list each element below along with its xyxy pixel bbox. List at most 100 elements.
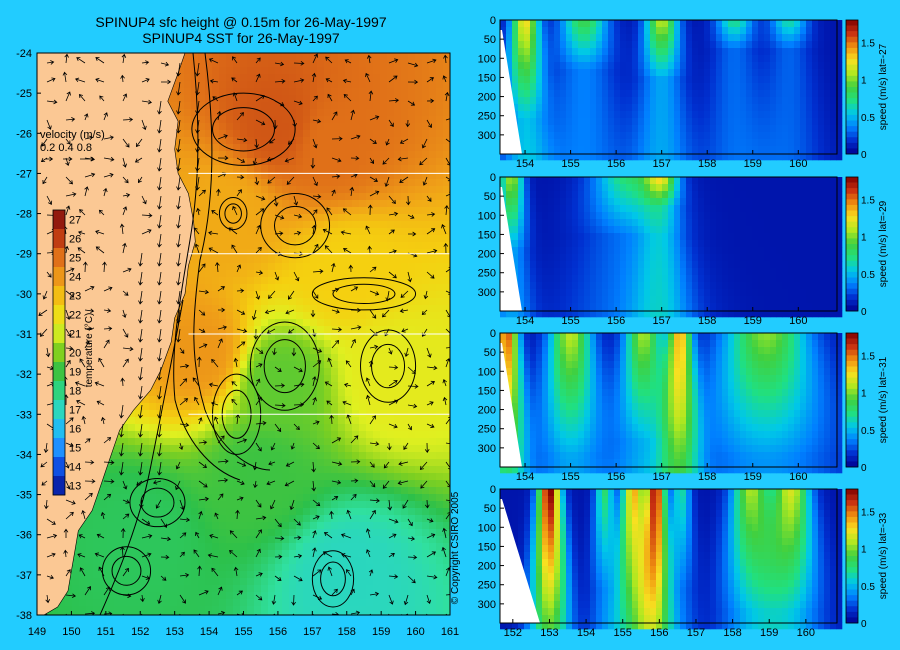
height-contour (101, 546, 152, 596)
speed-colorbar-swatch (846, 59, 858, 65)
velocity-arrow (122, 290, 129, 296)
speed-colorbar-swatch (846, 193, 858, 200)
map-y-tick-label: -35 (16, 490, 32, 502)
section-x-tick-label: 156 (607, 158, 625, 170)
velocity-arrow (46, 99, 58, 105)
velocity-arrow (310, 157, 316, 169)
velocity-arrow (444, 91, 450, 102)
velocity-arrow (368, 360, 374, 368)
velocity-arrow (122, 309, 127, 318)
velocity-arrow (388, 518, 399, 524)
velocity-arrow (157, 423, 162, 438)
speed-colorbar-swatch (846, 338, 858, 345)
section-y-tick-label: 300 (478, 443, 496, 455)
velocity-arrow (350, 134, 361, 140)
section-x-tick-label: 155 (561, 315, 579, 327)
velocity-arrow (99, 95, 105, 102)
velocity-arrow (285, 461, 295, 467)
velocity-arrow (340, 230, 352, 235)
velocity-arrow (176, 328, 181, 343)
velocity-arrow (179, 532, 187, 539)
section-y-tick-label: 200 (478, 249, 496, 261)
velocity-arrow (312, 547, 317, 558)
velocity-arrow (445, 512, 450, 520)
velocity-arrow (426, 423, 435, 429)
speed-colorbar-swatch (846, 411, 858, 418)
speed-colorbar-swatch (846, 567, 858, 574)
velocity-arrow (421, 138, 428, 149)
section-x-tick-label: 157 (687, 627, 705, 639)
velocity-arrow (426, 365, 438, 371)
map-x-tick-label: 157 (303, 626, 321, 638)
velocity-arrow (138, 366, 143, 381)
velocity-arrow (369, 461, 375, 468)
velocity-arrow (179, 517, 191, 523)
velocity-arrow (255, 594, 263, 601)
velocity-arrow (311, 72, 317, 83)
velocity-arrow (331, 262, 336, 273)
velocity-arrow (103, 187, 108, 197)
velocity-arrow (268, 461, 276, 466)
velocity-arrow (407, 366, 416, 374)
speed-colorbar-swatch (846, 360, 858, 367)
speed-colorbar-swatch (846, 20, 858, 26)
velocity-arrow (346, 569, 352, 577)
bathymetry-mask (500, 343, 522, 467)
section-x-tick-label: 160 (797, 627, 815, 639)
velocity-arrow (422, 176, 428, 186)
velocity-arrow (254, 138, 259, 149)
speed-colorbar-swatch (846, 92, 858, 99)
velocity-arrow (255, 396, 262, 406)
height-contour (311, 550, 355, 608)
velocity-arrow (272, 119, 278, 130)
velocity-arrow (369, 480, 376, 488)
velocity-arrow (312, 515, 320, 520)
velocity-arrow (232, 205, 238, 216)
velocity-arrow (274, 231, 284, 236)
velocity-arrow (255, 270, 264, 275)
map-y-tick-label: -33 (16, 409, 32, 421)
velocity-arrow (402, 499, 409, 509)
speed-colorbar-swatch (846, 42, 858, 49)
velocity-arrow (407, 536, 416, 541)
section-y-tick-label: 200 (478, 92, 496, 104)
velocity-arrow (423, 290, 429, 300)
velocity-arrow (251, 309, 257, 321)
velocity-arrow (327, 566, 333, 577)
velocity-arrow (46, 195, 53, 205)
velocity-arrow (365, 394, 371, 406)
velocity-arrow (312, 397, 317, 406)
velocity-arrow (269, 138, 276, 144)
velocity-arrow (331, 309, 340, 314)
speed-colorbar-swatch (846, 81, 858, 88)
velocity-arrow (426, 212, 436, 217)
map-x-tick-label: 161 (441, 626, 459, 638)
velocity-arrow (369, 115, 380, 121)
height-contour (129, 478, 186, 528)
velocity-arrow (350, 610, 361, 615)
velocity-arrow (193, 549, 200, 558)
speed-colorbar-swatch (846, 494, 858, 501)
speed-colorbar-swatch (846, 299, 858, 306)
velocity-arrow (445, 592, 450, 597)
velocity-arrow (255, 246, 262, 254)
section-y-tick-label: 0 (490, 172, 496, 184)
velocity-arrow (421, 309, 428, 316)
map-x-tick-label: 151 (97, 626, 115, 638)
velocity-arrow (388, 594, 394, 605)
height-contour (218, 197, 248, 231)
velocity-arrow (79, 209, 86, 216)
velocity-arrow (426, 518, 434, 523)
colorbar-tick-label: 18 (69, 386, 81, 398)
velocity-arrow (442, 75, 447, 83)
velocity-arrow (382, 309, 390, 318)
velocity-arrow (141, 229, 152, 235)
velocity-arrow (426, 77, 434, 83)
velocity-arrow (102, 261, 107, 273)
velocity-arrow (388, 423, 398, 429)
velocity-arrow (293, 78, 305, 83)
velocity-arrow (96, 400, 105, 406)
velocity-arrow (255, 119, 266, 126)
velocity-arrow (399, 176, 409, 183)
velocity-arrow (367, 204, 373, 216)
